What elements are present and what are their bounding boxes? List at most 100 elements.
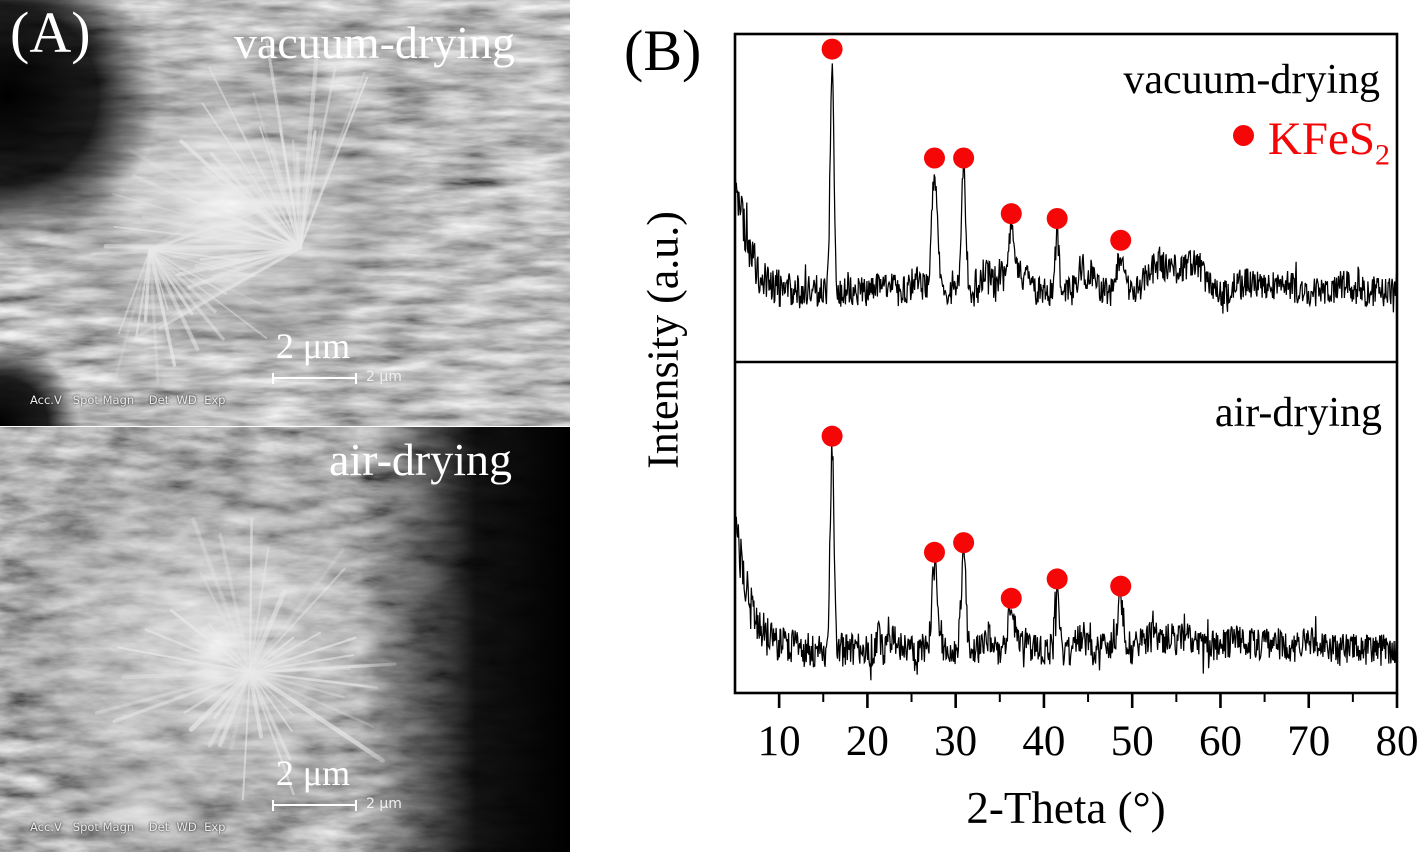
sem-streak bbox=[120, 669, 253, 680]
peak-marker-vacuum-drying bbox=[953, 147, 975, 169]
scalebar-label: 2 μm bbox=[275, 753, 351, 793]
sem-streak bbox=[199, 571, 252, 674]
legend-kfes2: KFeS2 bbox=[1232, 113, 1390, 170]
sem-streak bbox=[158, 246, 302, 330]
peak-marker-vacuum-drying bbox=[923, 147, 945, 169]
sem-streak bbox=[147, 247, 200, 352]
sem-streak bbox=[148, 174, 268, 252]
sem-streak bbox=[209, 152, 302, 250]
sem-streak bbox=[148, 248, 177, 367]
peak-marker-air-drying bbox=[953, 532, 975, 554]
sem-streak bbox=[123, 145, 302, 250]
sem-dark-background-right bbox=[360, 427, 570, 852]
legend-formula: KFeS bbox=[1267, 113, 1375, 165]
sem-streak bbox=[248, 654, 355, 674]
x-axis-tick-label: 80 bbox=[1376, 718, 1418, 765]
sem-streak bbox=[207, 622, 251, 673]
sem-streak bbox=[298, 130, 317, 250]
sem-streak bbox=[148, 248, 160, 383]
sem-image-vacuum-drying: (A) vacuum-drying 2 μm 2 μm Acc.V Spot M… bbox=[0, 0, 570, 426]
sem-streak bbox=[207, 669, 253, 748]
scalebar-value: 2 μm bbox=[366, 369, 402, 385]
sem-streak bbox=[242, 671, 251, 801]
sem-streak bbox=[249, 671, 294, 716]
x-axis-tick-label: 40 bbox=[1022, 718, 1065, 765]
sem-streak bbox=[252, 91, 302, 250]
peak-marker-air-drying bbox=[1110, 575, 1132, 597]
sem-streak bbox=[298, 76, 369, 250]
sem-image-air-drying: air-drying 2 μm 2 μm Acc.V Spot Magn Det… bbox=[0, 427, 570, 852]
sem-streak bbox=[148, 248, 217, 314]
sem-streak bbox=[218, 669, 253, 747]
sem-info-line1: Acc.V Spot Magn Det WD Exp bbox=[30, 820, 226, 834]
peak-marker-air-drying bbox=[923, 541, 945, 563]
sem-streak bbox=[103, 244, 303, 251]
sem-streak bbox=[94, 670, 252, 715]
scalebar-rule bbox=[274, 804, 355, 806]
sem-dark-corner bbox=[0, 0, 158, 245]
sem-streak bbox=[144, 628, 252, 674]
scalebar-value: 2 μm bbox=[366, 796, 402, 812]
sem-streak bbox=[183, 670, 252, 714]
sem-streak bbox=[134, 248, 152, 342]
sem-info-bar: Acc.V Spot Magn Det WD Exp 20.0 kV 3.0 1… bbox=[30, 367, 225, 426]
xrd-trace-air-drying bbox=[736, 440, 1396, 681]
sem-streak bbox=[148, 248, 241, 270]
sem-streak bbox=[208, 204, 302, 250]
sem-streak bbox=[291, 139, 302, 250]
sem-micrograph-texture bbox=[0, 427, 570, 852]
peak-marker-air-drying bbox=[821, 425, 843, 447]
y-axis-title: Intensity (a.u.) bbox=[638, 211, 688, 469]
peak-marker-air-drying bbox=[1046, 568, 1068, 590]
sem-streak bbox=[298, 71, 366, 250]
scalebar-rule bbox=[274, 377, 355, 379]
sem-streak bbox=[247, 589, 287, 675]
sem-streak bbox=[169, 608, 252, 674]
series-label-vacuum-drying: vacuum-drying bbox=[1123, 57, 1380, 103]
x-axis-tick-label: 10 bbox=[758, 718, 801, 765]
sem-streak bbox=[248, 670, 345, 699]
sem-info-line1: Acc.V Spot Magn Det WD Exp bbox=[30, 393, 226, 407]
series-label-air-drying: air-drying bbox=[1214, 390, 1382, 436]
sem-streak bbox=[218, 532, 252, 674]
sem-streak bbox=[248, 670, 264, 739]
sem-streak bbox=[265, 40, 302, 250]
sem-streak bbox=[248, 636, 357, 674]
sem-streak bbox=[259, 126, 301, 249]
sem-streak bbox=[149, 249, 255, 278]
sem-streak bbox=[148, 248, 228, 295]
sem-streak bbox=[248, 567, 346, 674]
peak-marker-vacuum-drying bbox=[821, 38, 843, 60]
sem-streak bbox=[201, 102, 301, 249]
sem-streak bbox=[248, 546, 270, 674]
sem-streak bbox=[248, 670, 292, 760]
peak-marker-vacuum-drying bbox=[1110, 229, 1132, 251]
sem-streak bbox=[117, 248, 152, 335]
panel-b-label: (B) bbox=[624, 18, 702, 83]
sem-streak bbox=[187, 246, 302, 290]
sem-streak bbox=[270, 147, 303, 251]
sem-streak bbox=[295, 151, 302, 250]
x-axis-tick-label: 50 bbox=[1111, 718, 1154, 765]
scalebar bbox=[272, 800, 357, 811]
sem-streak bbox=[148, 218, 294, 252]
sem-streak bbox=[248, 670, 379, 689]
x-axis-title: 2-Theta (°) bbox=[966, 783, 1166, 833]
sem-streak bbox=[298, 66, 337, 250]
sem-condition-label: vacuum-drying bbox=[233, 17, 515, 68]
sem-streak bbox=[209, 246, 302, 272]
sem-condition-label: air-drying bbox=[328, 434, 512, 485]
sem-streak bbox=[188, 669, 253, 732]
sem-streak bbox=[112, 670, 252, 724]
sem-info-bar: Acc.V Spot Magn Det WD Exp 20.0 kV 3.0 1… bbox=[30, 794, 225, 852]
peak-marker-vacuum-drying bbox=[1046, 208, 1068, 229]
scalebar bbox=[272, 373, 357, 384]
sem-micrograph-texture bbox=[0, 0, 570, 426]
sem-streak bbox=[112, 248, 152, 384]
sem-fan-crystal bbox=[90, 40, 369, 384]
sem-streak bbox=[248, 670, 295, 796]
sem-streak bbox=[210, 223, 302, 250]
sem-dark-corner bbox=[0, 345, 80, 426]
